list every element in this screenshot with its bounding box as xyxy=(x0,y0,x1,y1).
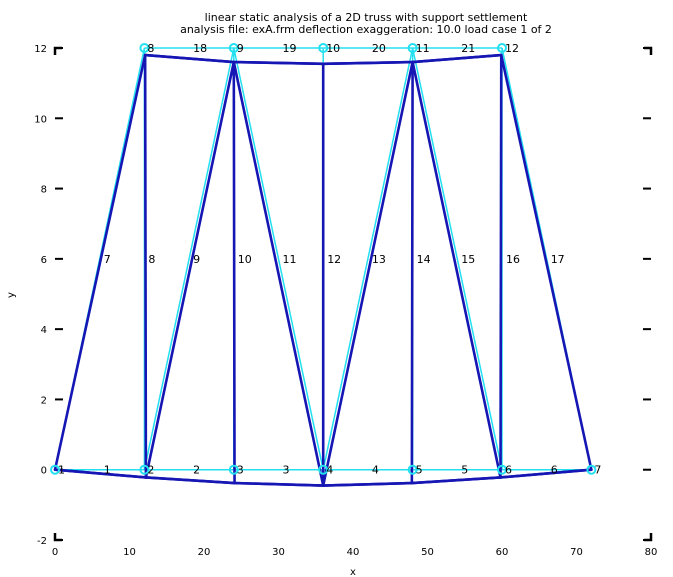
node-label-2: 2 xyxy=(147,464,154,477)
deformed-member-11 xyxy=(232,60,325,487)
deformed-member-17 xyxy=(499,53,593,472)
node-marker-2 xyxy=(139,464,150,475)
deformed-member-9 xyxy=(144,60,236,479)
plot-title-line-1: linear static analysis of a 2D truss wit… xyxy=(205,11,528,24)
y-tick-label: -2 xyxy=(37,536,47,547)
plot-title-line-2: analysis file: exA.frm deflection exagge… xyxy=(180,23,552,36)
member-label-14: 14 xyxy=(417,253,431,266)
node-marker-4 xyxy=(318,464,329,475)
x-tick-label: 20 xyxy=(198,547,211,558)
member-label-20: 20 xyxy=(372,42,386,55)
frame-corner-4 xyxy=(644,533,653,542)
frame-corner-1 xyxy=(53,46,62,55)
node-label-10: 10 xyxy=(326,42,340,55)
node-label-1: 1 xyxy=(58,464,65,477)
undeformed-member-15 xyxy=(411,47,503,470)
undeformed-member-13 xyxy=(322,47,414,470)
node-label-9: 9 xyxy=(237,42,244,55)
deformed-member-15 xyxy=(411,60,502,479)
member-label-5: 5 xyxy=(461,464,468,477)
frame-corner-3 xyxy=(53,533,62,542)
x-tick-label: 70 xyxy=(570,547,583,558)
node-marker-9 xyxy=(228,43,239,53)
frame-corner-2 xyxy=(644,46,653,55)
node-label-5: 5 xyxy=(416,464,423,477)
node-marker-3 xyxy=(228,464,239,475)
node-label-4: 4 xyxy=(326,464,333,477)
x-tick-label: 40 xyxy=(347,547,360,558)
x-tick-label: 0 xyxy=(52,547,58,558)
deformed-bottom-chord xyxy=(54,468,592,487)
node-label-6: 6 xyxy=(505,464,512,477)
deformed-members xyxy=(53,53,593,487)
node-marker-11 xyxy=(407,43,418,53)
member-label-21: 21 xyxy=(461,42,475,55)
y-tick-label: 6 xyxy=(41,255,47,266)
member-label-4: 4 xyxy=(372,464,379,477)
undeformed-member-11 xyxy=(233,47,324,470)
member-label-3: 3 xyxy=(283,464,290,477)
y-tick-label: 12 xyxy=(34,44,47,55)
deformed-top-chord xyxy=(145,53,502,66)
member-label-8: 8 xyxy=(148,253,155,266)
deformed-member-10 xyxy=(232,60,236,485)
member-label-13: 13 xyxy=(372,253,386,266)
node-label-8: 8 xyxy=(147,42,154,55)
y-tick-label: 2 xyxy=(41,395,47,406)
undeformed-member-9 xyxy=(143,47,235,470)
x-tick-label: 50 xyxy=(421,547,434,558)
node-marker-10 xyxy=(318,43,329,53)
member-label-17: 17 xyxy=(551,253,565,266)
node-label-11: 11 xyxy=(416,42,430,55)
axis-ticks xyxy=(55,47,651,541)
member-label-16: 16 xyxy=(506,253,520,266)
node-marker-8 xyxy=(139,43,150,53)
node-marker-6 xyxy=(497,464,507,475)
y-tick-label: 4 xyxy=(41,325,47,336)
member-label-10: 10 xyxy=(238,253,252,266)
node-labels: 1 2 3 4 5 6 78 9 10 11 12 xyxy=(58,42,601,477)
member-label-12: 12 xyxy=(327,253,341,266)
node-label-3: 3 xyxy=(237,464,244,477)
member-label-15: 15 xyxy=(461,253,475,266)
node-marker-12 xyxy=(497,43,507,53)
y-tick-label: 10 xyxy=(34,114,47,125)
deformed-member-8 xyxy=(143,53,148,479)
member-label-11: 11 xyxy=(283,253,297,266)
y-axis-label: y xyxy=(6,292,17,298)
node-marker-7 xyxy=(586,464,597,475)
member-label-7: 7 xyxy=(104,253,111,266)
x-tick-label: 30 xyxy=(272,547,285,558)
y-tick-label: 0 xyxy=(41,466,47,477)
member-label-18: 18 xyxy=(193,42,207,55)
deformed-member-13 xyxy=(321,60,414,487)
member-label-19: 19 xyxy=(283,42,297,55)
member-label-2: 2 xyxy=(193,464,200,477)
deformed-member-14 xyxy=(410,60,414,485)
x-tick-label: 80 xyxy=(645,547,658,558)
node-label-7: 7 xyxy=(594,464,601,477)
y-tick-label: 8 xyxy=(41,185,47,196)
member-label-6: 6 xyxy=(551,464,558,477)
x-tick-label: 60 xyxy=(496,547,509,558)
truss-nodes xyxy=(50,43,597,475)
x-tick-label: 10 xyxy=(123,547,136,558)
member-label-9: 9 xyxy=(193,253,200,266)
member-label-1: 1 xyxy=(104,464,111,477)
x-axis-label: x xyxy=(350,567,356,577)
node-label-12: 12 xyxy=(505,42,519,55)
deformed-member-7 xyxy=(53,53,147,472)
deformed-member-16 xyxy=(499,53,503,479)
node-marker-1 xyxy=(50,464,60,475)
node-marker-5 xyxy=(407,464,418,475)
